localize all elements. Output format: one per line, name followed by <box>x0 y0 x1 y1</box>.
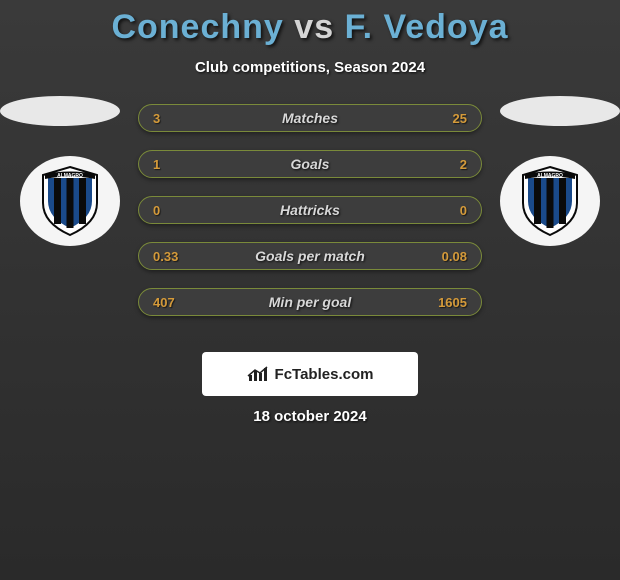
stat-label: Goals per match <box>255 248 365 264</box>
stat-row-matches: 3 Matches 25 <box>138 104 482 132</box>
stat-label: Min per goal <box>269 294 351 310</box>
club-badge-left: ALMAGRO <box>20 156 120 246</box>
watermark-text: FcTables.com <box>275 366 374 383</box>
avatar-placeholder-left <box>0 96 120 126</box>
comparison-area: ALMAGRO ALMAGRO 3 Matches 25 1 Goals <box>0 104 620 344</box>
date-label: 18 october 2024 <box>0 408 620 425</box>
stat-label: Hattricks <box>280 202 340 218</box>
svg-text:ALMAGRO: ALMAGRO <box>537 173 563 179</box>
badge-circle: ALMAGRO <box>20 156 120 246</box>
stat-value-right: 25 <box>427 111 467 126</box>
stat-value-right: 2 <box>427 157 467 172</box>
stat-value-left: 1 <box>153 157 193 172</box>
title-player1: Conechny <box>111 8 283 46</box>
stat-value-left: 3 <box>153 111 193 126</box>
stat-row-hattricks: 0 Hattricks 0 <box>138 196 482 224</box>
shield-icon: ALMAGRO <box>519 165 581 237</box>
watermark: FcTables.com <box>202 352 418 396</box>
shield-icon: ALMAGRO <box>39 165 101 237</box>
stat-row-min-per-goal: 407 Min per goal 1605 <box>138 288 482 316</box>
badge-circle: ALMAGRO <box>500 156 600 246</box>
page-title: Conechny vs F. Vedoya <box>0 8 620 47</box>
title-player2: F. Vedoya <box>345 8 509 46</box>
stat-row-goals: 1 Goals 2 <box>138 150 482 178</box>
svg-text:ALMAGRO: ALMAGRO <box>57 173 83 179</box>
stat-label: Goals <box>291 156 330 172</box>
stat-value-right: 0.08 <box>427 249 467 264</box>
bar-chart-icon <box>247 365 269 383</box>
subtitle: Club competitions, Season 2024 <box>0 59 620 76</box>
avatar-placeholder-right <box>500 96 620 126</box>
stat-value-left: 407 <box>153 295 193 310</box>
stat-label: Matches <box>282 110 338 126</box>
stats-list: 3 Matches 25 1 Goals 2 0 Hattricks 0 0.3… <box>138 104 482 334</box>
stat-value-left: 0 <box>153 203 193 218</box>
title-vs: vs <box>294 8 334 46</box>
stat-value-right: 0 <box>427 203 467 218</box>
stat-value-right: 1605 <box>427 295 467 310</box>
stat-value-left: 0.33 <box>153 249 193 264</box>
club-badge-right: ALMAGRO <box>500 156 600 246</box>
header: Conechny vs F. Vedoya Club competitions,… <box>0 0 620 76</box>
stat-row-goals-per-match: 0.33 Goals per match 0.08 <box>138 242 482 270</box>
